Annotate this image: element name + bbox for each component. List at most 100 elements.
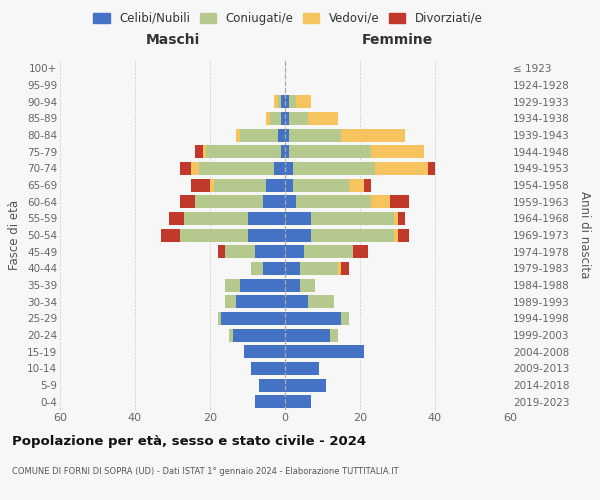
- Bar: [398, 228, 409, 241]
- Bar: [375, 162, 427, 175]
- Bar: [371, 145, 424, 158]
- Bar: [274, 162, 285, 175]
- Bar: [285, 312, 341, 325]
- Bar: [281, 95, 285, 108]
- Bar: [341, 262, 349, 275]
- Bar: [218, 245, 225, 258]
- Bar: [225, 245, 255, 258]
- Bar: [390, 195, 409, 208]
- Bar: [199, 162, 274, 175]
- Bar: [206, 145, 281, 158]
- Bar: [285, 212, 311, 225]
- Bar: [221, 312, 285, 325]
- Text: Femmine: Femmine: [362, 32, 433, 46]
- Bar: [285, 112, 289, 125]
- Bar: [311, 212, 394, 225]
- Bar: [191, 162, 199, 175]
- Bar: [285, 195, 296, 208]
- Bar: [236, 128, 240, 141]
- Bar: [296, 195, 371, 208]
- Bar: [371, 195, 390, 208]
- Bar: [285, 345, 364, 358]
- Bar: [311, 228, 394, 241]
- Bar: [300, 278, 315, 291]
- Bar: [203, 145, 206, 158]
- Bar: [263, 262, 285, 275]
- Bar: [195, 145, 203, 158]
- Text: COMUNE DI FORNI DI SOPRA (UD) - Dati ISTAT 1° gennaio 2024 - Elaborazione TUTTIT: COMUNE DI FORNI DI SOPRA (UD) - Dati IST…: [12, 468, 398, 476]
- Bar: [289, 95, 296, 108]
- Bar: [225, 295, 236, 308]
- Bar: [263, 195, 285, 208]
- Bar: [195, 195, 263, 208]
- Bar: [285, 228, 311, 241]
- Bar: [191, 178, 210, 192]
- Bar: [285, 128, 289, 141]
- Bar: [251, 262, 263, 275]
- Bar: [255, 395, 285, 408]
- Bar: [289, 145, 371, 158]
- Bar: [161, 228, 180, 241]
- Bar: [248, 212, 285, 225]
- Bar: [180, 162, 191, 175]
- Bar: [281, 145, 285, 158]
- Bar: [184, 212, 248, 225]
- Bar: [341, 312, 349, 325]
- Text: Maschi: Maschi: [145, 32, 200, 46]
- Bar: [214, 178, 266, 192]
- Bar: [285, 378, 326, 392]
- Bar: [259, 378, 285, 392]
- Bar: [285, 145, 289, 158]
- Bar: [218, 312, 221, 325]
- Bar: [285, 278, 300, 291]
- Legend: Celibi/Nubili, Coniugati/e, Vedovi/e, Divorziati/e: Celibi/Nubili, Coniugati/e, Vedovi/e, Di…: [89, 8, 487, 28]
- Bar: [285, 95, 289, 108]
- Bar: [236, 295, 285, 308]
- Bar: [349, 178, 364, 192]
- Bar: [394, 228, 398, 241]
- Bar: [274, 95, 277, 108]
- Bar: [341, 128, 405, 141]
- Bar: [248, 228, 285, 241]
- Bar: [169, 212, 184, 225]
- Bar: [296, 95, 311, 108]
- Bar: [270, 112, 281, 125]
- Bar: [289, 128, 341, 141]
- Bar: [337, 262, 341, 275]
- Bar: [285, 395, 311, 408]
- Bar: [353, 245, 367, 258]
- Bar: [293, 178, 349, 192]
- Bar: [240, 278, 285, 291]
- Bar: [244, 345, 285, 358]
- Bar: [300, 262, 337, 275]
- Bar: [180, 228, 248, 241]
- Bar: [289, 112, 308, 125]
- Bar: [308, 112, 337, 125]
- Bar: [233, 328, 285, 342]
- Bar: [285, 362, 319, 375]
- Y-axis label: Anni di nascita: Anni di nascita: [578, 192, 591, 278]
- Bar: [277, 128, 285, 141]
- Text: Popolazione per età, sesso e stato civile - 2024: Popolazione per età, sesso e stato civil…: [12, 435, 366, 448]
- Bar: [394, 212, 398, 225]
- Bar: [240, 128, 277, 141]
- Bar: [210, 178, 214, 192]
- Bar: [229, 328, 233, 342]
- Y-axis label: Fasce di età: Fasce di età: [8, 200, 22, 270]
- Bar: [285, 245, 304, 258]
- Bar: [281, 112, 285, 125]
- Bar: [427, 162, 435, 175]
- Bar: [293, 162, 375, 175]
- Bar: [180, 195, 195, 208]
- Bar: [225, 278, 240, 291]
- Bar: [364, 178, 371, 192]
- Bar: [266, 178, 285, 192]
- Bar: [285, 295, 308, 308]
- Bar: [398, 212, 405, 225]
- Bar: [285, 328, 330, 342]
- Bar: [266, 112, 270, 125]
- Bar: [330, 328, 337, 342]
- Bar: [285, 178, 293, 192]
- Bar: [277, 95, 281, 108]
- Bar: [255, 245, 285, 258]
